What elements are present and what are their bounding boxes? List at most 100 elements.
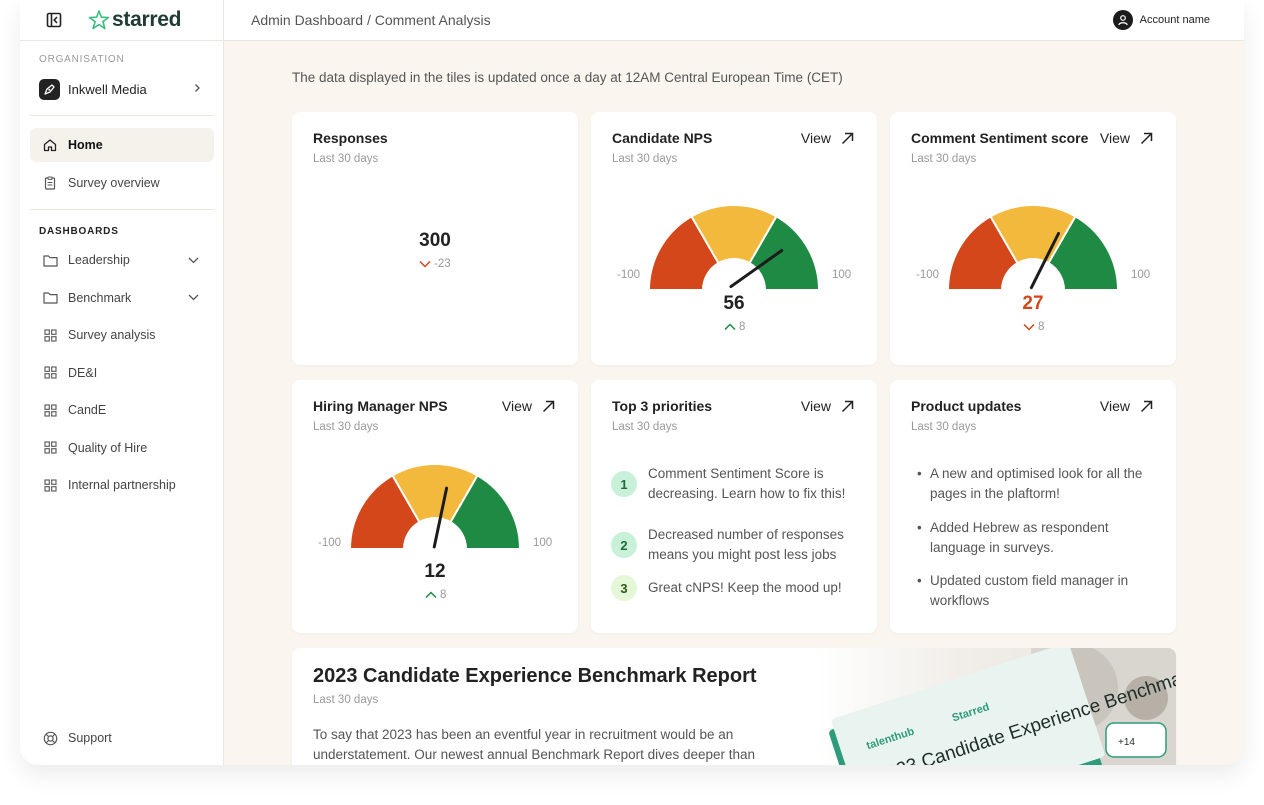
product-updates-card: Product updates Last 30 days View A new … (890, 380, 1176, 633)
gauge-min-label: -100 (916, 269, 940, 281)
view-link[interactable]: View (801, 130, 854, 146)
priority-item[interactable]: 3 Great cNPS! Keep the mood up! (611, 575, 861, 601)
card-period: Last 30 days (911, 421, 977, 433)
gauge-max-label: 100 (533, 537, 553, 549)
trend-down-icon (1023, 323, 1035, 331)
trend-up-icon (425, 591, 437, 599)
account-menu[interactable]: Account name (1112, 10, 1210, 30)
hiring-manager-nps-gauge (349, 463, 521, 550)
responses-card: Responses Last 30 days 300 -23 (292, 112, 578, 365)
gauge-band-yellow (989, 204, 1077, 265)
hiring-manager-nps-value: 12 (424, 561, 446, 582)
sidebar-item-label: Quality of Hire (68, 440, 148, 455)
sidebar-item-label: Benchmark (68, 290, 132, 305)
arrow-up-right-icon (542, 400, 555, 412)
chevron-down-icon[interactable] (188, 294, 202, 301)
priority-text: Comment Sentiment Score is decreasing. L… (648, 466, 846, 501)
delta-value: 8 (440, 589, 447, 601)
view-label: View (1099, 398, 1130, 414)
candidate-nps-delta: 8 (724, 321, 745, 333)
sidebar-item-leadership[interactable]: Leadership (30, 243, 214, 277)
view-label: View (800, 398, 831, 414)
sidebar-item-cande[interactable]: CandE (30, 393, 214, 427)
grid-icon (42, 365, 58, 381)
card-period: Last 30 days (612, 153, 678, 165)
top-priorities-card: Top 3 priorities Last 30 days View 1 Com… (591, 380, 877, 633)
top-bar: Admin Dashboard / Comment Analysis Accou… (224, 0, 1244, 41)
responses-value: 300 (419, 230, 451, 251)
gauge-band-green (1047, 215, 1119, 291)
grid-icon (42, 402, 58, 418)
nav-item-label: Support (68, 731, 112, 745)
organisation-selector[interactable]: Inkwell Media (20, 75, 224, 103)
view-link[interactable]: View (801, 398, 854, 414)
report-cover-image: talenthub Starred 2023 Candidate Experie… (816, 648, 1176, 765)
divider (30, 209, 214, 210)
support-icon (42, 730, 58, 746)
clipboard-icon (42, 175, 58, 191)
gauge-min-label: -100 (617, 269, 641, 281)
priority-item[interactable]: 1 Comment Sentiment Score is decreasing.… (611, 464, 861, 504)
view-label: View (1099, 130, 1130, 146)
card-title: Comment Sentiment score (911, 130, 1089, 146)
card-title: Product updates (911, 398, 1022, 414)
delta-value: 8 (739, 321, 746, 333)
sidebar-item-benchmark[interactable]: Benchmark (30, 281, 214, 315)
gauge-band-yellow (690, 204, 778, 265)
dashboards-label: DASHBOARDS (39, 226, 119, 237)
chevron-right-icon (192, 80, 202, 98)
priority-number: 2 (611, 532, 637, 558)
trend-up-icon (724, 323, 736, 331)
sidebar-item-internal-partnership[interactable]: Internal partnership (30, 468, 214, 502)
gauge-min-label: -100 (318, 537, 342, 549)
delta-value: 8 (1038, 321, 1045, 333)
folder-icon (42, 252, 58, 268)
gauge-max-label: 100 (832, 269, 852, 281)
update-item: Updated custom field manager in workflow… (917, 571, 1157, 611)
nav-item-label: Home (68, 138, 103, 152)
chevron-down-icon[interactable] (188, 257, 202, 264)
sidebar-item-quality-of-hire[interactable]: Quality of Hire (30, 431, 214, 465)
priority-item[interactable]: 2 Decreased number of responses means yo… (611, 525, 861, 565)
view-label: View (501, 398, 532, 414)
view-link[interactable]: View (502, 398, 555, 414)
priority-number: 1 (611, 471, 637, 497)
trend-down-icon (419, 260, 431, 268)
dashboards-section: DASHBOARDS Leadership Benchmark Survey a… (20, 226, 224, 506)
sidebar-item-label: Leadership (68, 253, 130, 267)
folder-icon (42, 290, 58, 306)
nav-item-support[interactable]: Support (30, 721, 214, 755)
sidebar-item-dei[interactable]: DE&I (30, 356, 214, 390)
update-notice: The data displayed in the tiles is updat… (292, 70, 843, 85)
card-period: Last 30 days (612, 421, 678, 433)
collapse-sidebar-icon[interactable] (44, 10, 64, 30)
breadcrumb: Admin Dashboard / Comment Analysis (251, 12, 491, 28)
nav-item-survey-overview[interactable]: Survey overview (30, 166, 214, 200)
card-period: Last 30 days (313, 694, 379, 706)
card-title: Hiring Manager NPS (313, 398, 448, 414)
sidebar-item-survey-analysis[interactable]: Survey analysis (30, 318, 214, 352)
starred-logo[interactable]: starred (88, 8, 181, 32)
sidebar-item-label: Survey analysis (68, 328, 156, 342)
sentiment-gauge (947, 204, 1119, 291)
priority-text: Great cNPS! Keep the mood up! (648, 580, 842, 595)
gauge-needle (729, 248, 784, 289)
update-item: Added Hebrew as respondent language in s… (917, 518, 1157, 558)
arrow-up-right-icon (841, 400, 854, 412)
gauge-max-label: 100 (1131, 269, 1151, 281)
hiring-manager-nps-card: Hiring Manager NPS Last 30 days View -10… (292, 380, 578, 633)
divider (30, 115, 214, 116)
report-title: 2023 Candidate Experience Benchmark Repo… (313, 665, 757, 687)
view-link[interactable]: View (1100, 398, 1153, 414)
nav-item-home[interactable]: Home (30, 128, 214, 162)
brand-name: starred (112, 8, 182, 31)
view-link[interactable]: View (1100, 130, 1153, 146)
dashboards-list: Leadership Benchmark Survey analysis DE&… (20, 243, 214, 502)
organisation-label: ORGANISATION (39, 54, 125, 65)
card-period: Last 30 days (313, 153, 379, 165)
sidebar: starred ORGANISATION Inkwell Media (20, 0, 224, 765)
nav-item-label: Survey overview (68, 175, 160, 190)
hiring-manager-nps-delta: 8 (425, 589, 446, 601)
benchmark-report-card[interactable]: 2023 Candidate Experience Benchmark Repo… (292, 648, 1176, 765)
organisation-name: Inkwell Media (68, 81, 147, 97)
